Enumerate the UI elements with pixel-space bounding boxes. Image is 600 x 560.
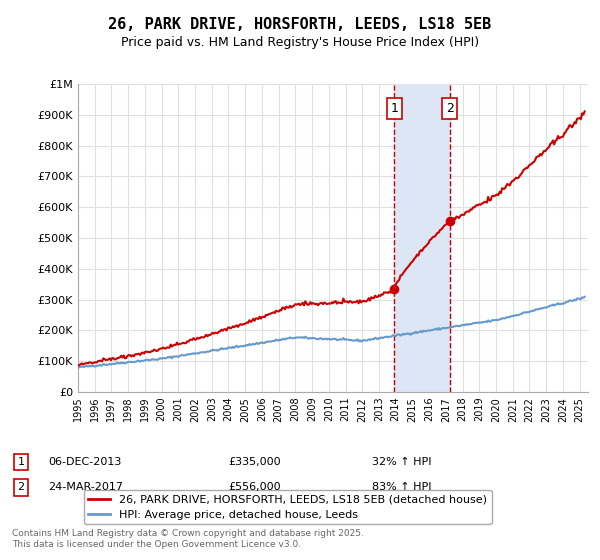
Text: 06-DEC-2013: 06-DEC-2013 [48, 457, 121, 467]
Text: Contains HM Land Registry data © Crown copyright and database right 2025.
This d: Contains HM Land Registry data © Crown c… [12, 529, 364, 549]
Text: 1: 1 [17, 457, 25, 467]
Bar [394, 84, 450, 392]
Text: 83% ↑ HPI: 83% ↑ HPI [372, 482, 431, 492]
Text: 2: 2 [17, 482, 25, 492]
Legend: 26, PARK DRIVE, HORSFORTH, LEEDS, LS18 5EB (detached house), HPI: Average price,: 26, PARK DRIVE, HORSFORTH, LEEDS, LS18 5… [83, 490, 491, 524]
Text: £335,000: £335,000 [228, 457, 281, 467]
Text: 32% ↑ HPI: 32% ↑ HPI [372, 457, 431, 467]
Text: Price paid vs. HM Land Registry's House Price Index (HPI): Price paid vs. HM Land Registry's House … [121, 36, 479, 49]
Text: 2: 2 [446, 102, 454, 115]
Text: 1: 1 [391, 102, 398, 115]
Text: 24-MAR-2017: 24-MAR-2017 [48, 482, 123, 492]
Text: 26, PARK DRIVE, HORSFORTH, LEEDS, LS18 5EB: 26, PARK DRIVE, HORSFORTH, LEEDS, LS18 5… [109, 17, 491, 32]
Text: £556,000: £556,000 [228, 482, 281, 492]
